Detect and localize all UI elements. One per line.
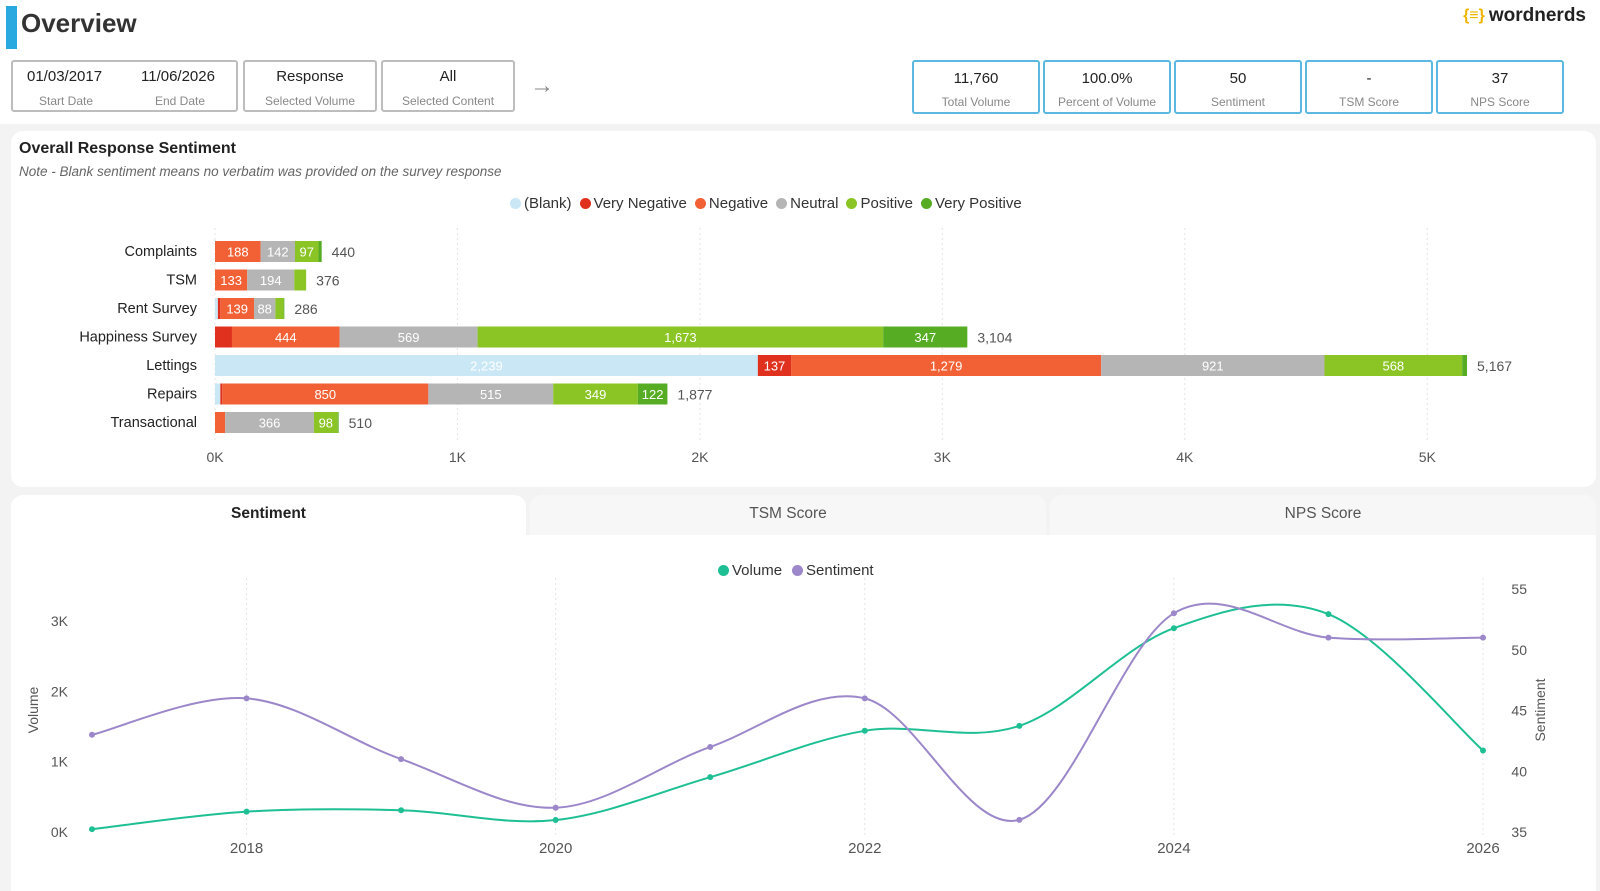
tab-bar: Sentiment TSM Score NPS Score (11, 495, 1596, 537)
trend-legend[interactable]: Volume Sentiment (718, 562, 874, 579)
end-date-label: End Date (155, 94, 206, 108)
trend-legend-item-sentiment[interactable]: Sentiment (792, 562, 874, 579)
kpi-label: NPS Score (1470, 95, 1530, 109)
arrow-right-icon[interactable]: → (530, 72, 554, 99)
kpi-label: Sentiment (1210, 95, 1266, 109)
kpi-percent-volume: 100.0% Percent of Volume (1043, 60, 1171, 114)
sentiment-legend[interactable]: (Blank) Very Negative Negative Neutral Posit… (510, 195, 1022, 212)
page-title: Overview (21, 8, 137, 38)
sentiment-legend-item-neutral[interactable]: Neutral (776, 195, 838, 212)
legend-label: Neutral (790, 195, 839, 212)
legend-dot-icon (776, 198, 788, 209)
legend-label: (Blank) (524, 195, 572, 212)
sentiment-legend-item-very-positive[interactable]: Very Positive (921, 195, 1022, 212)
legend-dot-icon (846, 198, 858, 209)
kpi-total-volume: 11,760 Total Volume (912, 60, 1040, 114)
kpi-sentiment: 50 Sentiment (1174, 60, 1302, 114)
legend-dot-icon (694, 198, 706, 209)
kpi-value: 100.0% (1081, 70, 1133, 87)
kpi-tsm-score: - TSM Score (1305, 60, 1433, 114)
legend-dot-icon (718, 565, 729, 576)
tab-nps-score[interactable]: NPS Score (1050, 495, 1596, 537)
volume-filter[interactable]: Response Selected Volume (243, 60, 377, 112)
end-date-value[interactable]: 11/06/2026 (141, 68, 215, 85)
content-filter-value: All (439, 68, 457, 85)
brand-logo: {≡} wordnerds (1463, 5, 1586, 27)
legend-label: Very Positive (935, 195, 1022, 212)
sentiment-legend-item-very-negative[interactable]: Very Negative (579, 195, 687, 212)
brand-mark-icon: {≡} (1463, 7, 1485, 24)
tab-sentiment[interactable]: Sentiment (11, 495, 526, 537)
start-date-value[interactable]: 01/03/2017 (27, 68, 103, 85)
legend-label: Sentiment (806, 562, 874, 579)
kpi-value: 37 (1491, 70, 1509, 87)
legend-dot-icon (792, 565, 804, 576)
kpi-nps-score: 37 NPS Score (1436, 60, 1564, 114)
brand-name: wordnerds (1488, 5, 1586, 26)
legend-label: Volume (732, 562, 783, 579)
sentiment-card: Overall Response Sentiment Note - Blank … (11, 131, 1596, 487)
volume-filter-value: Response (276, 68, 344, 85)
legend-dot-icon (579, 198, 591, 209)
date-range-filter[interactable]: 01/03/2017 Start Date 11/06/2026 End Dat… (11, 60, 238, 112)
kpi-value: 11,760 (953, 70, 999, 87)
sentiment-legend-item-positive[interactable]: Positive (846, 195, 913, 212)
kpi-label: Percent of Volume (1057, 95, 1157, 109)
trend-legend-item-volume[interactable]: Volume (718, 562, 782, 579)
kpi-value: 50 (1229, 70, 1247, 87)
title-accent (6, 6, 17, 49)
start-date-label: Start Date (39, 94, 94, 108)
card-note: Note - Blank sentiment means no verbatim… (19, 164, 502, 179)
sentiment-legend-item-blank[interactable]: (Blank) (510, 195, 572, 212)
sentiment-legend-item-negative[interactable]: Negative (694, 195, 769, 212)
trend-card (11, 535, 1596, 891)
content-filter[interactable]: All Selected Content (381, 60, 515, 112)
kpi-label: TSM Score (1338, 95, 1399, 109)
header-bar: Overview {≡} wordnerds 01/03/2017 Start … (0, 0, 1600, 124)
content-filter-label: Selected Content (401, 94, 495, 108)
volume-filter-label: Selected Volume (264, 94, 356, 108)
legend-label: Positive (860, 195, 913, 212)
kpi-label: Total Volume (941, 95, 1011, 109)
legend-label: Negative (708, 195, 769, 212)
legend-label: Very Negative (593, 195, 687, 212)
card-title: Overall Response Sentiment (19, 140, 236, 157)
legend-dot-icon (921, 198, 932, 209)
tab-tsm-score[interactable]: TSM Score (530, 495, 1046, 537)
kpi-value: - (1366, 70, 1372, 87)
legend-dot-icon (510, 198, 521, 209)
